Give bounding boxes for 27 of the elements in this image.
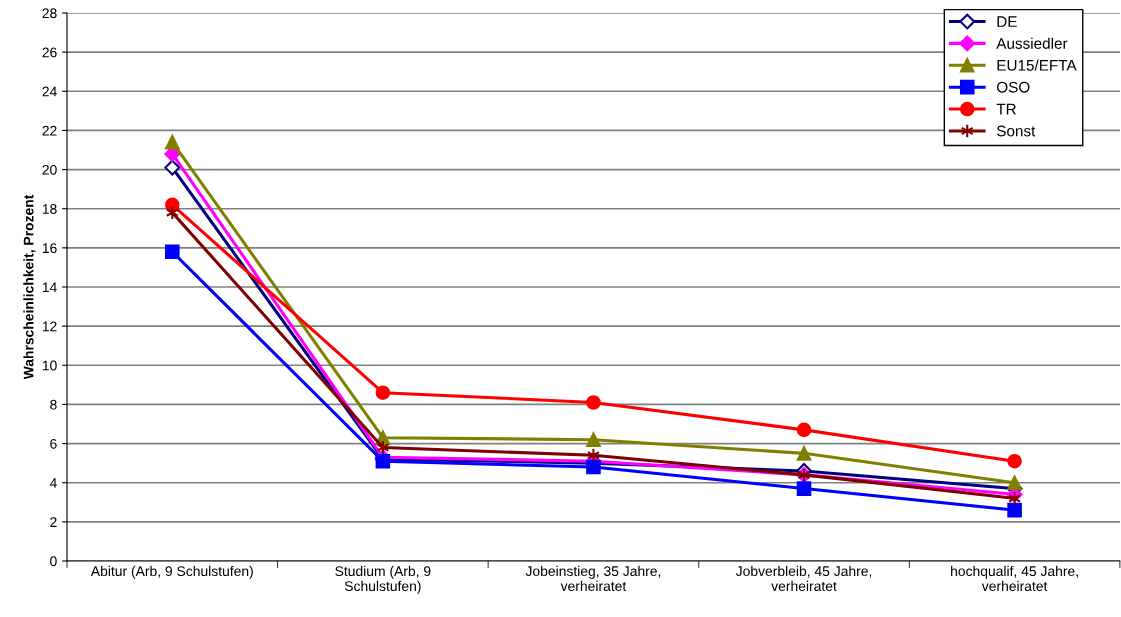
y-tick-label: 28	[42, 8, 57, 19]
y-tick-label: 18	[42, 204, 57, 214]
y-tick-label: 0	[50, 556, 57, 567]
legend-label: OSO	[996, 81, 1030, 93]
y-tick-label: 8	[50, 399, 57, 410]
legend-label: TR	[996, 103, 1016, 115]
legend-label: Aussiedler	[996, 37, 1068, 49]
legend-label: Sonst	[996, 125, 1036, 137]
x-tick-label: Abitur (Arb, 9 Schulstufen)	[90, 565, 253, 579]
y-axis-title: Wahrscheinlichkeit, Prozent	[23, 194, 36, 380]
x-tick-label: Studium (Arb, 9 Schulstufen)	[335, 565, 431, 594]
legend-label: EU15/EFTA	[997, 59, 1077, 71]
x-tick-label: hochqualif, 45 Jahre, verheiratet	[951, 565, 1078, 592]
y-tick-label: 4	[49, 478, 57, 488]
y-tick-label: 14	[42, 282, 57, 293]
legend-label: DE	[997, 16, 1017, 27]
y-tick-label: 10	[42, 360, 57, 371]
y-tick-label: 16	[42, 243, 57, 254]
y-tick-label: 20	[42, 164, 57, 175]
y-tick-label: 24	[42, 86, 57, 97]
y-tick-label: 2	[50, 517, 57, 527]
y-tick-label: 26	[42, 47, 57, 58]
y-tick-label: 6	[50, 438, 57, 449]
x-tick-label: Jobverbleib, 45 Jahre, verheiratet	[735, 565, 872, 592]
x-tick-label: Jobeinstieg, 35 Jahre, verheiratet	[525, 565, 661, 592]
y-tick-label: 12	[42, 321, 57, 332]
y-tick-label: 22	[42, 125, 57, 136]
